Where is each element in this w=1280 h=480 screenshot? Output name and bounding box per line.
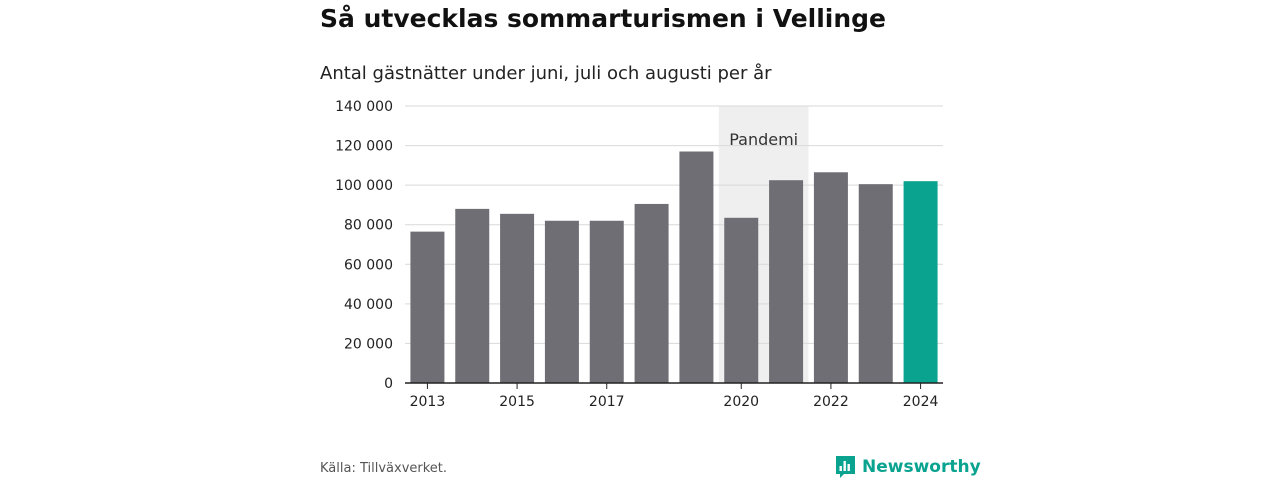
bar (813, 172, 848, 383)
x-tick-label: 2022 (813, 394, 849, 410)
y-tick-label: 40 000 (344, 297, 393, 313)
newsworthy-chart-icon (836, 456, 855, 478)
y-tick-label: 100 000 (335, 178, 393, 194)
chart-subtitle: Antal gästnätter under juni, juli och au… (320, 63, 772, 84)
pandemic-label: Pandemi (729, 130, 798, 149)
bar (410, 231, 445, 383)
bar (679, 151, 714, 383)
y-tick-label: 60 000 (344, 257, 393, 273)
bar-chart: Pandemi 0 20 000 40 000 60 000 80 000 100 000 1… (335, 99, 943, 410)
newsworthy-logo: Newsworthy (835, 455, 981, 479)
y-tick-label: 80 000 (344, 218, 393, 234)
x-tick-label: 2024 (903, 394, 939, 410)
bar (500, 213, 535, 383)
x-tick-label: 2015 (499, 394, 535, 410)
chart-title: Så utvecklas sommarturismen i Vellinge (320, 4, 887, 33)
brand-name: Newsworthy (862, 457, 981, 477)
x-tick-label: 2020 (723, 394, 759, 410)
x-tick-label: 2013 (410, 394, 446, 410)
bar (455, 208, 490, 383)
bar (589, 220, 624, 383)
x-tick-label: 2017 (589, 394, 625, 410)
bar (724, 217, 759, 383)
y-tick-label: 0 (384, 376, 393, 392)
bar (769, 180, 804, 383)
y-tick-label: 20 000 (344, 336, 393, 352)
y-tick-label: 120 000 (335, 139, 393, 155)
source-note: Källa: Tillväxverket. (320, 461, 448, 476)
bar-highlighted (903, 181, 938, 383)
bar (634, 203, 669, 383)
bar (544, 220, 579, 383)
y-tick-label: 140 000 (335, 99, 393, 115)
bar (858, 184, 893, 383)
